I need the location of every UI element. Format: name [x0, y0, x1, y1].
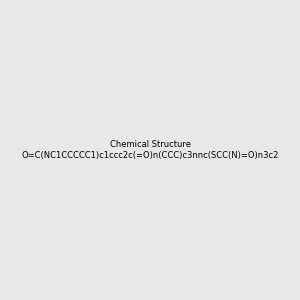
Text: Chemical Structure
O=C(NC1CCCCC1)c1ccc2c(=O)n(CCC)c3nnc(SCC(N)=O)n3c2: Chemical Structure O=C(NC1CCCCC1)c1ccc2c… — [21, 140, 279, 160]
